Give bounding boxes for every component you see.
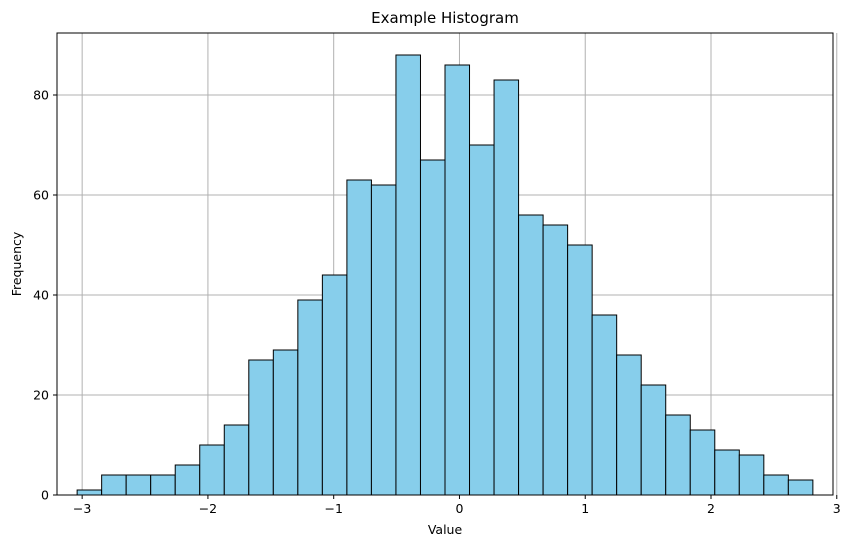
histogram-bar <box>444 64 471 496</box>
histogram-bars <box>76 54 814 496</box>
x-tick-label: −2 <box>199 501 217 516</box>
histogram-bar <box>640 384 667 496</box>
histogram-bar <box>346 179 372 496</box>
histogram-bar <box>469 144 495 496</box>
histogram-bar <box>125 474 152 496</box>
histogram-bar <box>199 444 225 496</box>
y-axis-label: Frequency <box>9 231 24 296</box>
chart-title: Example Histogram <box>371 9 519 27</box>
x-tick-label: 1 <box>581 501 589 516</box>
x-tick-label: −3 <box>73 501 91 516</box>
histogram-bar <box>665 414 691 496</box>
y-tick-label: 0 <box>41 488 49 503</box>
histogram-bar <box>518 214 544 496</box>
histogram-bar <box>714 449 740 496</box>
x-axis-label: Value <box>428 522 463 537</box>
x-tick-label: 0 <box>455 501 463 516</box>
histogram-bar <box>419 159 446 496</box>
histogram-bar <box>738 454 765 496</box>
histogram-bar <box>150 474 176 496</box>
axis-ticks: −3 −2 −1 0 1 2 3 0 20 40 60 80 <box>33 88 841 517</box>
histogram-bar <box>101 474 127 496</box>
plot-area-frame <box>56 32 834 496</box>
y-tick-label: 40 <box>33 288 49 303</box>
x-tick-label: −1 <box>324 501 342 516</box>
histogram-bar <box>272 349 299 496</box>
histogram-bar <box>174 464 201 496</box>
y-tick-label: 20 <box>33 388 49 403</box>
histogram-bar <box>395 54 421 496</box>
y-tick-label: 60 <box>33 188 49 203</box>
x-tick-label: 2 <box>707 501 715 516</box>
histogram-bar <box>787 479 814 496</box>
histogram-bar <box>567 244 593 496</box>
histogram-bar <box>370 184 397 496</box>
histogram-bar <box>591 314 618 496</box>
histogram-bar <box>616 354 642 496</box>
histogram-bar <box>248 359 274 496</box>
histogram-bar <box>542 224 569 496</box>
y-tick-label: 80 <box>33 88 49 103</box>
histogram-bar <box>689 429 716 496</box>
histogram-bar <box>223 424 250 496</box>
histogram-bar <box>297 299 323 496</box>
histogram-bar <box>321 274 348 496</box>
histogram-bar <box>76 489 103 496</box>
histogram-bar <box>763 474 789 496</box>
histogram-bar <box>493 79 520 496</box>
x-tick-label: 3 <box>833 501 841 516</box>
